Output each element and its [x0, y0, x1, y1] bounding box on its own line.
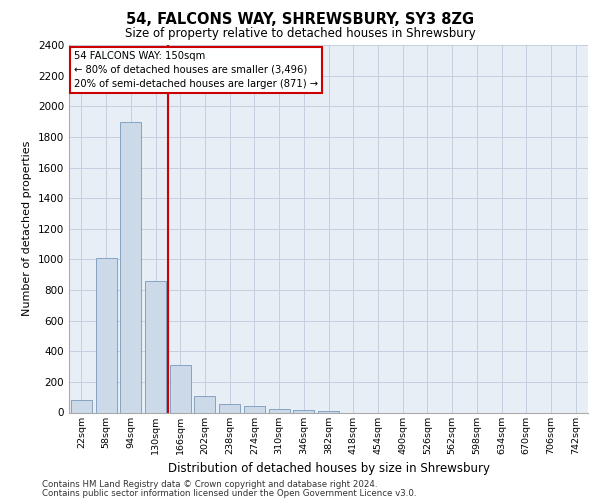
- Y-axis label: Number of detached properties: Number of detached properties: [22, 141, 32, 316]
- Text: Size of property relative to detached houses in Shrewsbury: Size of property relative to detached ho…: [125, 28, 475, 40]
- Bar: [170, 365, 191, 412]
- X-axis label: Distribution of detached houses by size in Shrewsbury: Distribution of detached houses by size …: [167, 462, 490, 475]
- Bar: [145, 281, 166, 412]
- Text: Contains public sector information licensed under the Open Government Licence v3: Contains public sector information licen…: [42, 488, 416, 498]
- Bar: [269, 408, 290, 412]
- Bar: [293, 410, 314, 412]
- Bar: [95, 258, 116, 412]
- Text: 54 FALCONS WAY: 150sqm
← 80% of detached houses are smaller (3,496)
20% of semi-: 54 FALCONS WAY: 150sqm ← 80% of detached…: [74, 50, 319, 88]
- Bar: [244, 406, 265, 412]
- Bar: [71, 400, 92, 412]
- Text: Contains HM Land Registry data © Crown copyright and database right 2024.: Contains HM Land Registry data © Crown c…: [42, 480, 377, 489]
- Text: 54, FALCONS WAY, SHREWSBURY, SY3 8ZG: 54, FALCONS WAY, SHREWSBURY, SY3 8ZG: [126, 12, 474, 28]
- Bar: [194, 396, 215, 412]
- Bar: [219, 404, 240, 412]
- Bar: [120, 122, 141, 412]
